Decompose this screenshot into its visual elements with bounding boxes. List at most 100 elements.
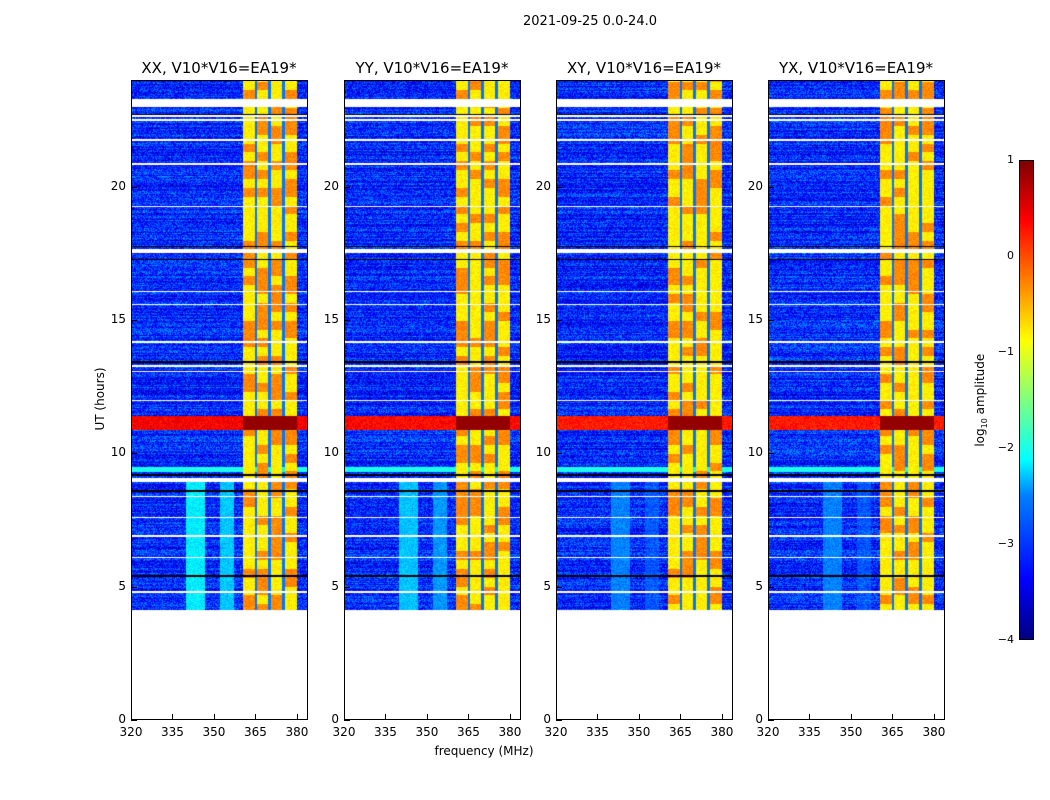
- colorbar-tick-label: 1: [1007, 153, 1014, 166]
- y-tick-mark: [344, 186, 350, 188]
- y-tick-label: 10: [747, 445, 763, 460]
- y-tick-label: 0: [331, 712, 339, 726]
- colorbar-tick-label: −4: [997, 633, 1014, 646]
- x-tick-mark: [556, 714, 557, 720]
- spectrogram-panel: [131, 80, 308, 720]
- x-tick-label: 365: [457, 725, 480, 739]
- panel-title: YX, V10*V16=EA19*: [778, 59, 934, 77]
- figure-title: 2021-09-25 0.0-24.0: [523, 14, 657, 29]
- colorbar-tick-label: 0: [1007, 249, 1014, 262]
- y-tick-label: 5: [331, 578, 339, 593]
- x-tick-label: 320: [119, 725, 143, 739]
- y-tick-label: 20: [747, 178, 763, 193]
- y-tick-label: 0: [543, 712, 551, 726]
- y-tick-mark: [131, 186, 137, 188]
- x-axis-label: frequency (MHz): [434, 744, 534, 758]
- x-tick-label: 320: [332, 725, 356, 739]
- x-tick-mark: [509, 714, 511, 720]
- panel-title: YY, V10*V16=EA19*: [355, 59, 509, 77]
- y-tick-label: 10: [323, 445, 339, 460]
- colorbar-tick-label: −3: [997, 537, 1014, 550]
- x-tick-mark: [468, 714, 470, 720]
- y-axis-label: UT (hours): [93, 367, 107, 431]
- colorbar-label: log10 amplitude: [972, 353, 990, 447]
- colorbar: [1019, 160, 1034, 640]
- x-tick-mark: [597, 714, 599, 720]
- colorbar-tick-label: −2: [997, 441, 1014, 454]
- panel-title: XY, V10*V16=EA19*: [566, 59, 722, 77]
- x-tick-mark: [809, 714, 811, 720]
- spectrogram-panel: [556, 80, 733, 720]
- y-tick-mark: [768, 320, 774, 321]
- y-tick-label: 10: [535, 445, 551, 460]
- y-tick-mark: [768, 186, 774, 188]
- x-tick-label: 365: [881, 725, 904, 739]
- y-tick-mark: [768, 453, 774, 455]
- y-tick-mark: [768, 720, 774, 721]
- x-tick-label: 335: [586, 725, 609, 739]
- y-tick-label: 0: [755, 712, 763, 726]
- y-tick-mark: [556, 186, 562, 188]
- x-tick-label: 380: [498, 725, 522, 739]
- x-tick-mark: [131, 714, 132, 720]
- x-tick-label: 350: [202, 725, 226, 739]
- y-tick-mark: [344, 320, 350, 321]
- y-tick-label: 20: [535, 178, 551, 193]
- y-tick-label: 0: [118, 712, 126, 726]
- x-tick-mark: [255, 714, 257, 720]
- x-tick-label: 320: [544, 725, 568, 739]
- x-tick-mark: [426, 714, 428, 720]
- y-tick-mark: [344, 720, 350, 721]
- y-tick-mark: [131, 453, 137, 455]
- panel-title: XX, V10*V16=EA19*: [141, 59, 297, 77]
- x-tick-mark: [344, 714, 345, 720]
- y-tick-label: 20: [110, 178, 126, 193]
- x-tick-mark: [721, 714, 723, 720]
- y-tick-label: 5: [755, 578, 763, 593]
- y-tick-mark: [131, 720, 137, 721]
- x-tick-label: 335: [798, 725, 821, 739]
- y-tick-label: 5: [543, 578, 551, 593]
- x-tick-mark: [892, 714, 894, 720]
- x-tick-label: 350: [627, 725, 651, 739]
- y-tick-label: 15: [535, 312, 551, 326]
- x-tick-label: 380: [922, 725, 946, 739]
- x-tick-label: 335: [161, 725, 184, 739]
- x-tick-mark: [213, 714, 215, 720]
- y-tick-mark: [131, 320, 137, 321]
- spectrogram-heatmap: [769, 81, 944, 719]
- x-tick-mark: [850, 714, 852, 720]
- x-tick-mark: [638, 714, 640, 720]
- x-tick-mark: [172, 714, 174, 720]
- spectrogram-heatmap: [132, 81, 307, 719]
- y-tick-mark: [556, 453, 562, 455]
- x-tick-label: 350: [415, 725, 439, 739]
- y-tick-mark: [768, 586, 774, 588]
- x-tick-label: 380: [710, 725, 734, 739]
- y-tick-mark: [556, 320, 562, 321]
- y-tick-label: 20: [323, 178, 339, 193]
- y-tick-label: 15: [747, 312, 763, 326]
- y-tick-mark: [131, 586, 137, 588]
- y-tick-mark: [556, 720, 562, 721]
- x-tick-label: 350: [839, 725, 863, 739]
- y-tick-label: 15: [323, 312, 339, 326]
- x-tick-label: 365: [244, 725, 267, 739]
- x-tick-mark: [385, 714, 387, 720]
- x-tick-label: 380: [285, 725, 309, 739]
- y-tick-label: 10: [110, 445, 126, 460]
- y-tick-mark: [344, 586, 350, 588]
- x-tick-mark: [296, 714, 298, 720]
- spectrogram-panel: [344, 80, 521, 720]
- y-tick-mark: [556, 586, 562, 588]
- spectrogram-heatmap: [345, 81, 520, 719]
- y-tick-mark: [344, 453, 350, 455]
- spectrogram-heatmap: [557, 81, 732, 719]
- colorbar-tick-label: −1: [997, 345, 1014, 358]
- x-tick-label: 320: [756, 725, 780, 739]
- y-tick-label: 5: [118, 578, 126, 593]
- x-tick-mark: [768, 714, 769, 720]
- x-tick-label: 365: [669, 725, 692, 739]
- x-tick-mark: [933, 714, 935, 720]
